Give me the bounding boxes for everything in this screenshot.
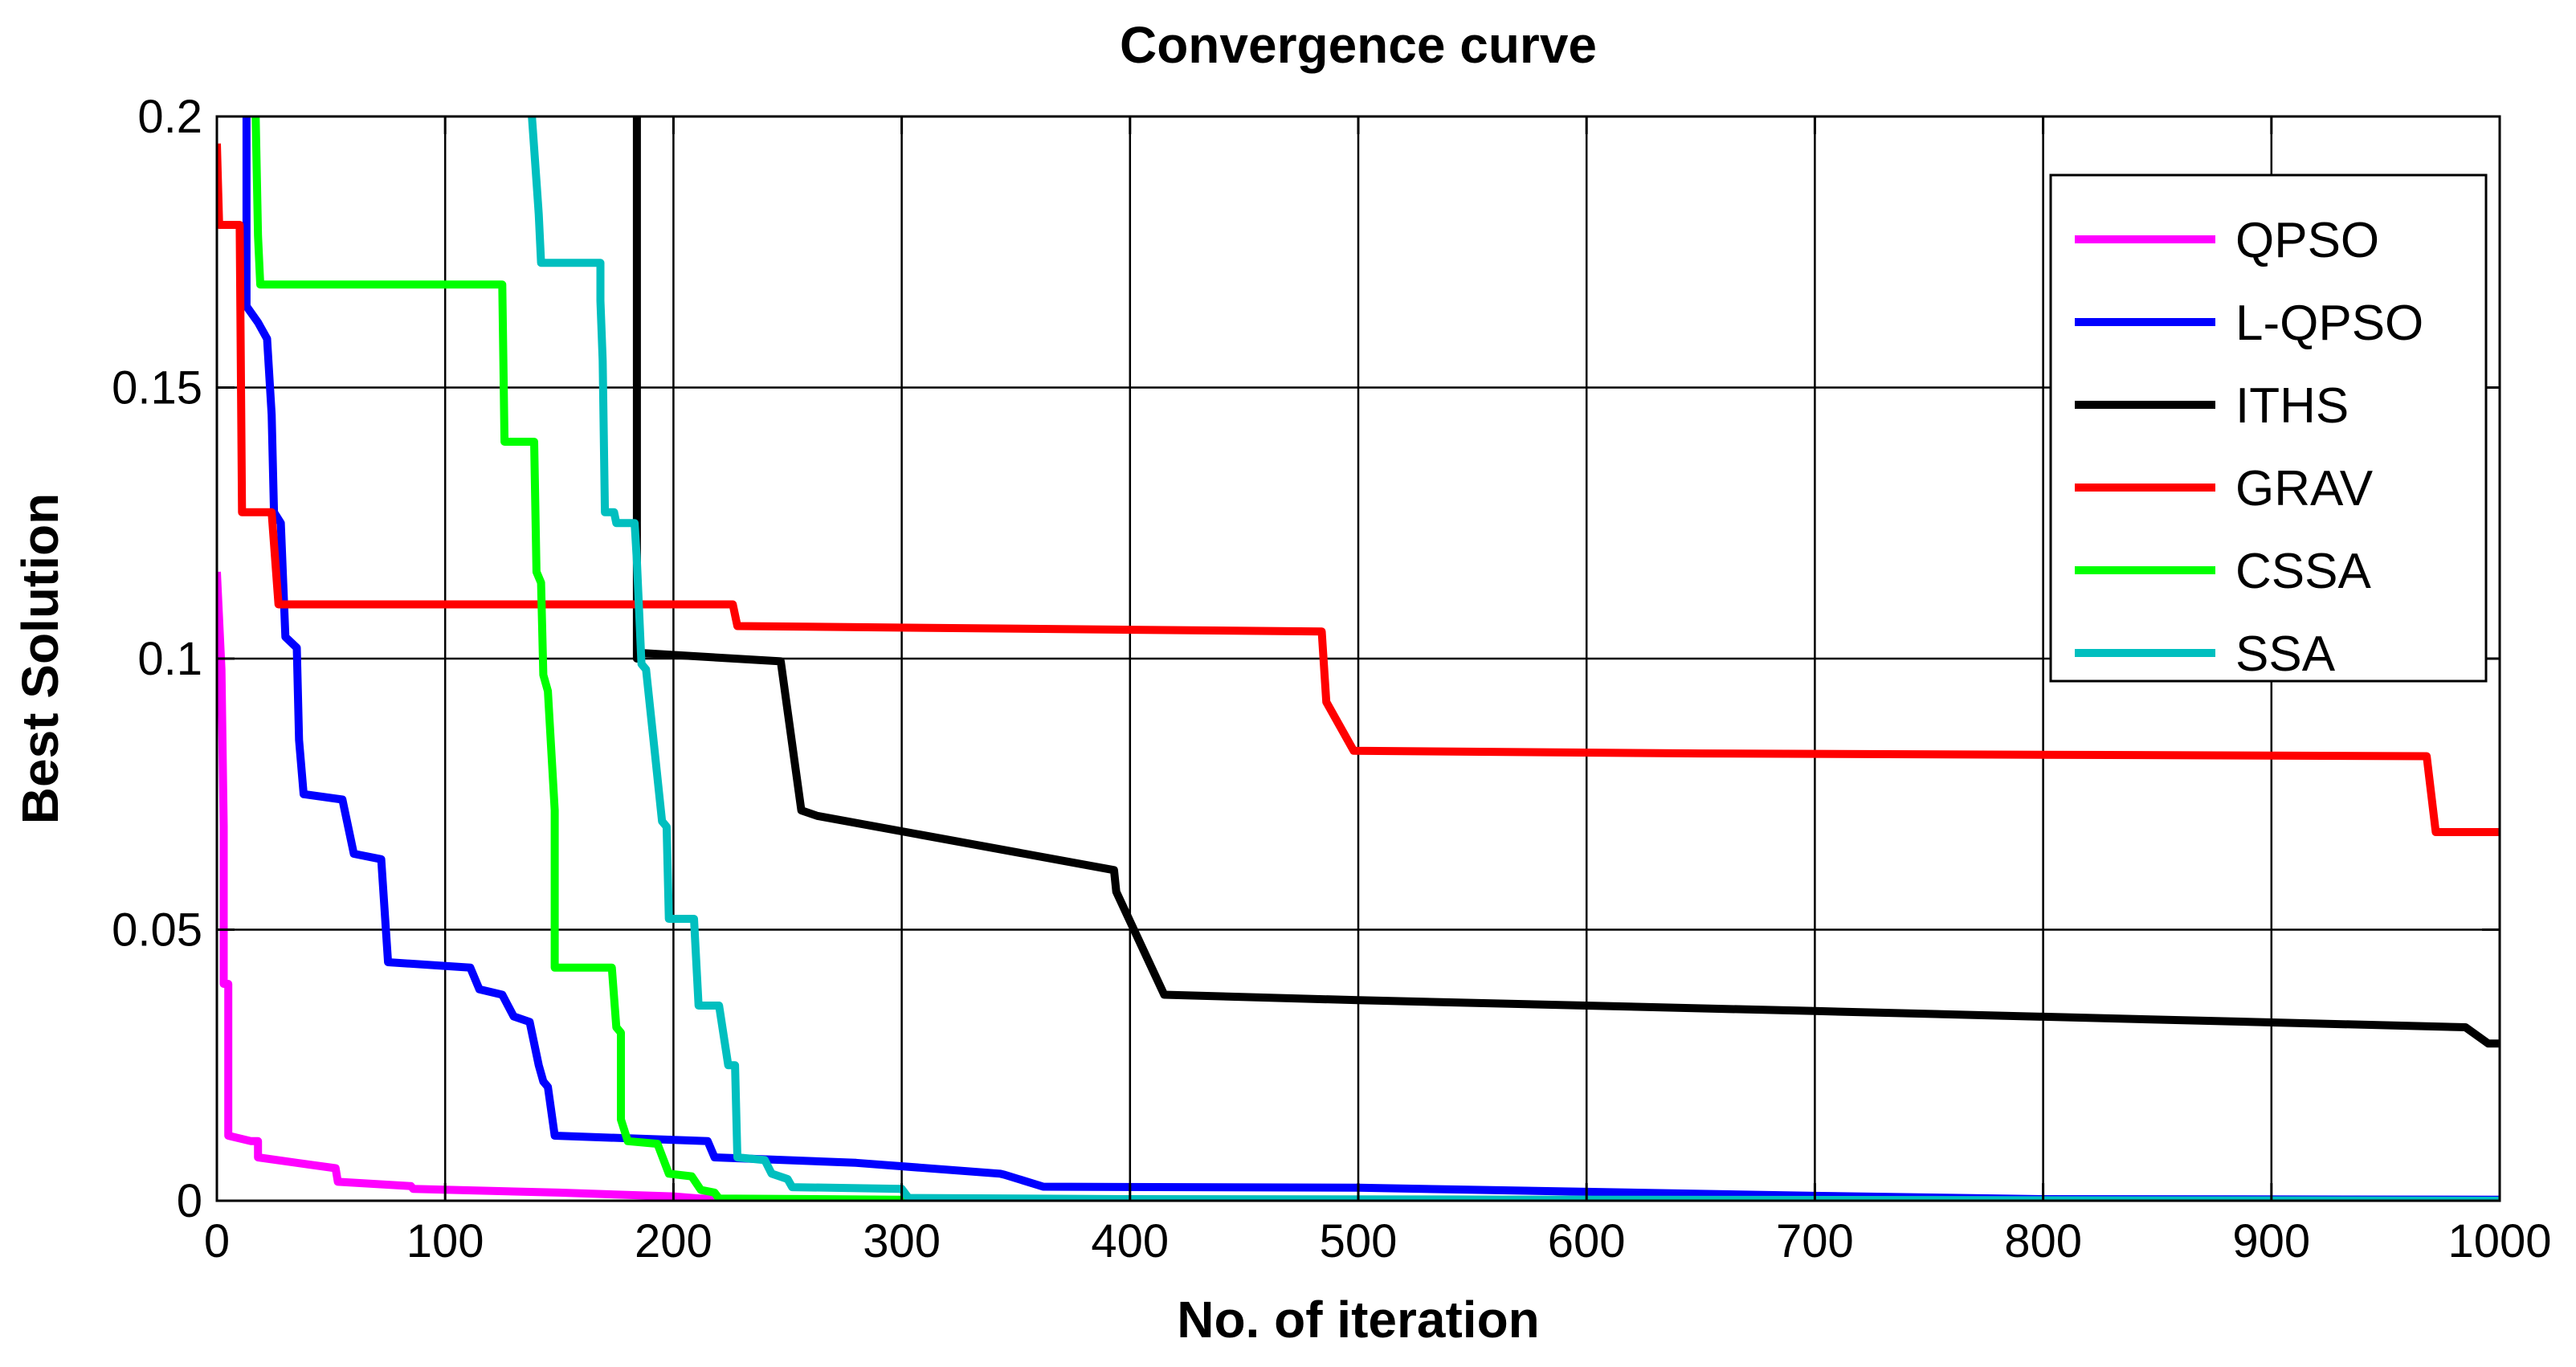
x-tick-label: 400	[1091, 1215, 1169, 1267]
series-line-qpso	[217, 571, 2500, 1201]
y-tick-label: 0	[177, 1175, 202, 1227]
y-tick-label: 0.1	[137, 633, 202, 685]
legend-box	[2049, 173, 2488, 683]
series-line-iths	[632, 116, 2500, 1048]
x-tick-label: 100	[406, 1215, 484, 1267]
chart-title: Convergence curve	[1120, 16, 1597, 74]
x-tick-label: 600	[1548, 1215, 1626, 1267]
series-line-cssa	[251, 116, 2500, 1201]
x-tick-label: 200	[635, 1215, 712, 1267]
series-line-l-qpso	[242, 116, 2500, 1201]
legend: QPSO L-QPSO ITHS GRAV CSSA SSA	[2049, 173, 2488, 683]
x-tick-label: 0	[204, 1215, 230, 1267]
y-tick-label: 0.2	[137, 91, 202, 143]
legend-label-qpso: QPSO	[2235, 213, 2379, 268]
legend-label-grav: GRAV	[2235, 461, 2374, 516]
legend-label-ssa: SSA	[2235, 626, 2336, 682]
x-tick-label: 1000	[2447, 1215, 2551, 1267]
y-tick-label: 0.15	[112, 362, 202, 414]
x-tick-label: 300	[863, 1215, 941, 1267]
y-axis-label: Best Solution	[11, 493, 69, 824]
axes: 0 100 200 300 400 500 600 700 800 900 1000 0 0.05 0.1…	[112, 91, 2551, 1267]
legend-label-l-qpso: L-QPSO	[2235, 296, 2423, 351]
legend-label-iths: ITHS	[2235, 378, 2349, 434]
y-tick-label: 0.05	[112, 904, 202, 957]
series-line-grav	[217, 143, 2500, 836]
legend-label-cssa: CSSA	[2235, 544, 2371, 599]
series-line-ssa	[528, 116, 2500, 1201]
x-tick-label: 800	[2004, 1215, 2082, 1267]
series-lines	[217, 116, 2500, 1201]
x-tick-label: 500	[1320, 1215, 1398, 1267]
x-tick-label: 900	[2232, 1215, 2310, 1267]
x-axis-label: No. of iteration	[1177, 1291, 1540, 1349]
x-tick-label: 700	[1776, 1215, 1854, 1267]
